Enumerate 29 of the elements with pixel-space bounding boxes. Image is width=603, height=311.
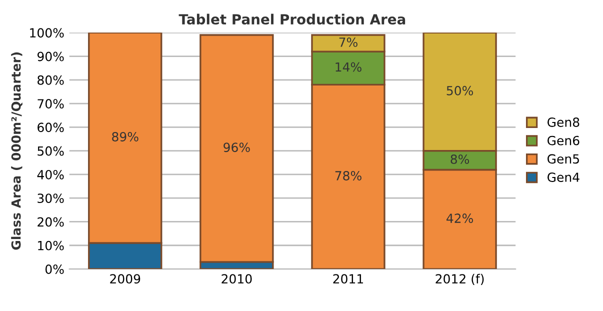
y-tick-label: 90% [37,52,64,62]
y-tick-label: 20% [38,217,64,227]
y-tick-label: 0% [45,264,64,274]
data-label: 14% [336,62,362,72]
y-tick-label: 40% [37,170,64,180]
data-label: 7% [339,37,358,47]
y-tick-label: 70% [38,99,64,108]
legend-label: Gen4 [548,172,580,182]
y-tick-label: 10% [38,240,64,250]
legend-label: Gen6 [548,136,580,146]
y-tick-label: 60% [38,122,64,132]
y-tick-label: 30% [38,194,64,204]
data-label: 96% [224,142,250,152]
y-axis-title: Glass Area ( 000m²/Quarter) [11,52,22,250]
chart-title: Tablet Panel Production Area [178,14,406,25]
x-tick-label: 2010 [222,274,252,284]
legend-label: Gen8 [548,117,580,127]
data-label: 50% [446,86,473,96]
x-tick-label: 2011 [333,274,363,284]
x-tick-label: 2009 [110,274,140,284]
data-label: 42% [446,214,473,224]
legend-label: Gen5 [548,154,579,164]
x-tick-label: 2012 (f) [436,274,484,286]
data-label: 8% [450,154,470,164]
y-tick-label: 80% [38,75,64,85]
y-tick-label: 100% [30,28,64,38]
y-tick-label: 50% [38,146,64,156]
data-label: 89% [112,132,138,142]
data-label: 78% [335,171,362,180]
